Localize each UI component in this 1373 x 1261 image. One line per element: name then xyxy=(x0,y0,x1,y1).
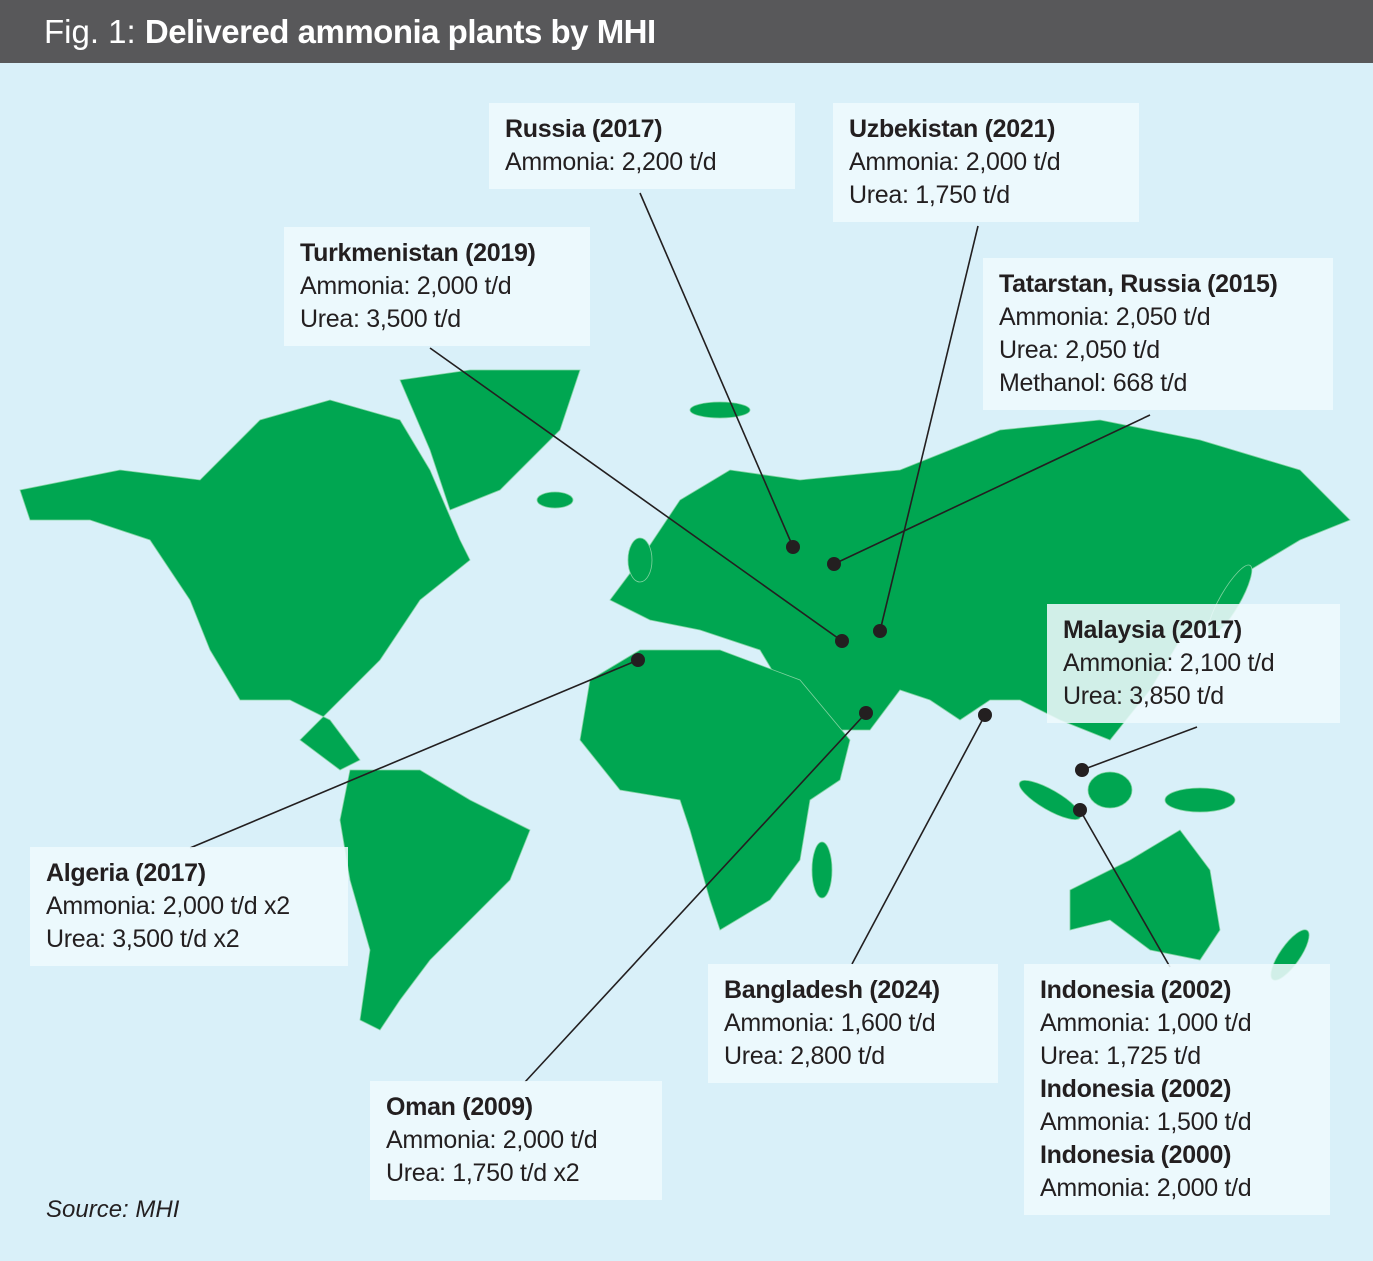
callout-line: Ammonia: 1,600 t/d xyxy=(724,1009,936,1037)
site-dot xyxy=(873,624,887,638)
callout-title: Russia (2017) xyxy=(505,115,663,143)
callout-line: Urea: 1,750 t/d x2 xyxy=(386,1159,580,1187)
callout-line: Urea: 3,850 t/d xyxy=(1063,682,1224,710)
source: Source: MHI xyxy=(46,1196,180,1223)
callout-line: Urea: 3,500 t/d xyxy=(300,305,461,333)
callout-line: Urea: 3,500 t/d x2 xyxy=(46,925,240,953)
leader-line xyxy=(1081,726,1198,771)
site-dot xyxy=(835,634,849,648)
callout-line: Ammonia: 2,000 t/d xyxy=(386,1126,598,1154)
callout-title: Oman (2009) xyxy=(386,1093,533,1121)
callout-line: Ammonia: 1,000 t/d xyxy=(1040,1009,1252,1037)
callout: Turkmenistan (2019) Ammonia: 2,000 t/d Ure… xyxy=(284,227,590,346)
callout-title: Turkmenistan (2019) xyxy=(300,239,536,267)
callout-line: Ammonia: 2,200 t/d xyxy=(505,148,717,176)
leader-line xyxy=(429,347,843,642)
callout-title: Algeria (2017) xyxy=(46,859,206,887)
callout-line: Ammonia: 2,050 t/d xyxy=(999,303,1211,331)
callout: Malaysia (2017) Ammonia: 2,100 t/d Urea: 3… xyxy=(1047,604,1340,723)
callout-line: Ammonia: 2,000 t/d xyxy=(849,148,1061,176)
site-dot xyxy=(1073,803,1087,817)
callout: Bangladesh (2024) Ammonia: 1,600 t/d Urea:… xyxy=(708,964,998,1083)
callout-title: Uzbekistan (2021) xyxy=(849,115,1056,143)
site-dot xyxy=(978,708,992,722)
callout-line: Urea: 1,725 t/d xyxy=(1040,1042,1201,1070)
leader-line xyxy=(879,225,979,632)
callout: Tatarstan, Russia (2015) Ammonia: 2,050 t… xyxy=(983,258,1333,410)
leader-line xyxy=(189,659,639,849)
callout-line: Ammonia: 2,000 t/d x2 xyxy=(46,892,290,920)
callout: Indonesia (2002) Ammonia: 1,000 t/d Urea: … xyxy=(1024,964,1330,1215)
site-dot xyxy=(859,706,873,720)
callout-line: Ammonia: 2,000 t/d xyxy=(300,272,512,300)
callout-line: Methanol: 668 t/d xyxy=(999,369,1188,397)
site-dot xyxy=(631,653,645,667)
callout: Uzbekistan (2021) Ammonia: 2,000 t/d Urea:… xyxy=(833,103,1139,222)
callout-line: Ammonia: 2,100 t/d xyxy=(1063,649,1275,677)
callout-title: Indonesia (2000) xyxy=(1040,1141,1232,1169)
header: Fig. 1: Delivered ammonia plants by MHI xyxy=(0,0,1373,63)
leader-line xyxy=(524,712,867,1083)
title: Delivered ammonia plants by MHI xyxy=(144,13,656,50)
callout-line: Urea: 2,050 t/d xyxy=(999,336,1160,364)
callout: Oman (2009) Ammonia: 2,000 t/d Urea: 1,750… xyxy=(370,1081,662,1200)
callout-title: Bangladesh (2024) xyxy=(724,976,940,1004)
callout-line: Urea: 2,800 t/d xyxy=(724,1042,885,1070)
site-dot xyxy=(827,557,841,571)
callout-line: Ammonia: 2,000 t/d xyxy=(1040,1174,1252,1202)
leader-line xyxy=(639,192,794,548)
leader-line xyxy=(1079,809,1171,968)
callout-line: Ammonia: 1,500 t/d xyxy=(1040,1108,1252,1136)
callout: Russia (2017) Ammonia: 2,200 t/d xyxy=(489,103,795,189)
site-dot xyxy=(1075,763,1089,777)
callout-title: Indonesia (2002) xyxy=(1040,1075,1232,1103)
site-dot xyxy=(786,540,800,554)
leader-line xyxy=(833,414,1151,565)
callout-line: Urea: 1,750 t/d xyxy=(849,181,1010,209)
callout-title: Tatarstan, Russia (2015) xyxy=(999,270,1278,298)
callout-title: Malaysia (2017) xyxy=(1063,616,1242,644)
callout: Algeria (2017) Ammonia: 2,000 t/d x2 Urea:… xyxy=(30,847,348,966)
leaders xyxy=(189,192,1198,1083)
callout-title: Indonesia (2002) xyxy=(1040,976,1232,1004)
fig-label: Fig. 1: xyxy=(44,13,136,50)
leader-line xyxy=(851,714,986,965)
